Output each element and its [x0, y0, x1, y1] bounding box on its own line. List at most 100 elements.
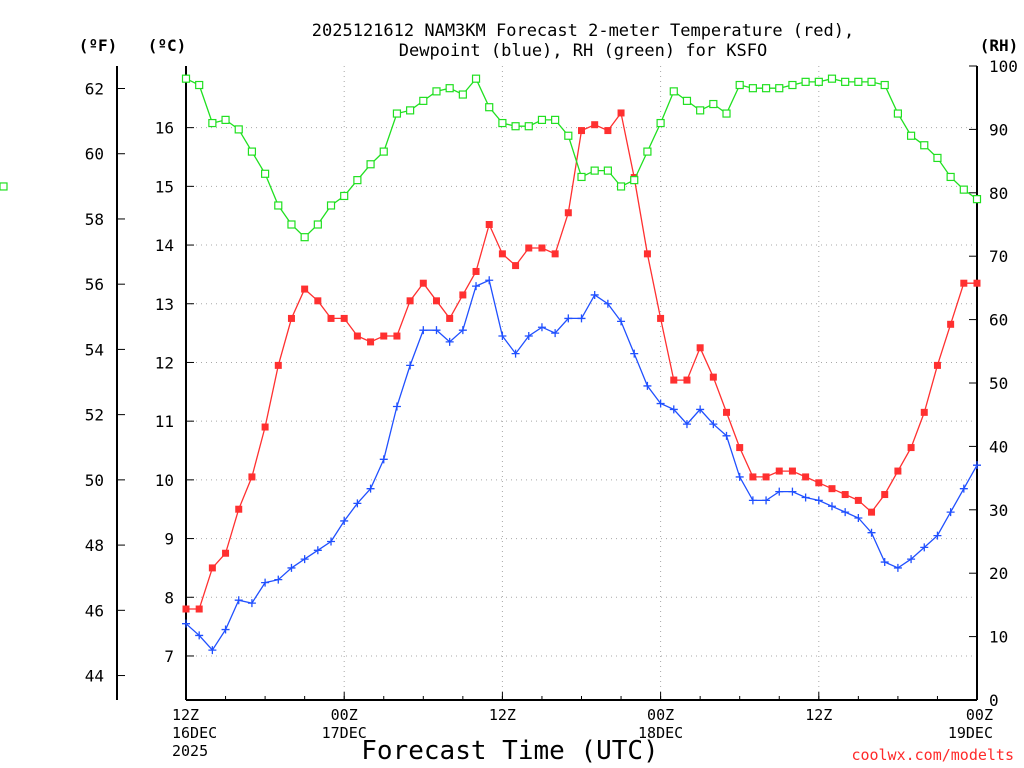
celsius-tick-label: 13 — [155, 295, 174, 314]
x-tick-label: 00Z — [966, 706, 993, 724]
2-meter-temperature-point — [419, 279, 427, 287]
fahrenheit-tick-label: 48 — [85, 536, 104, 555]
2-meter-temperature-point — [617, 109, 625, 117]
dewpoint-point — [234, 596, 243, 605]
rh-tick-label: 90 — [989, 120, 1008, 139]
dewpoint-point — [696, 405, 705, 414]
dewpoint-point — [221, 625, 230, 634]
2-meter-temperature-point — [274, 361, 282, 369]
2-meter-temperature-point — [907, 444, 915, 452]
relative-humidity-point — [959, 185, 968, 194]
dewpoint-point — [801, 493, 810, 502]
axes: 44 46 48 50 52 54 56 58 60 62 7 8 9 10 11 12 13 14 15 16 0 10… — [85, 57, 1018, 760]
relative-humidity-point — [893, 109, 903, 118]
dewpoint-point — [920, 543, 929, 552]
dewpoint-point — [419, 326, 428, 335]
relative-humidity-point — [406, 106, 415, 115]
dewpoint-point — [498, 332, 507, 341]
2-meter-temperature-point — [498, 250, 506, 258]
rh-tick-label: 10 — [989, 628, 1008, 647]
dewpoint-point — [590, 290, 599, 299]
relative-humidity-point — [656, 118, 665, 128]
2-meter-temperature-point — [182, 605, 190, 613]
relative-humidity-point — [761, 84, 771, 93]
dewpoint-point — [247, 599, 256, 608]
fahrenheit-tick-label: 44 — [85, 667, 104, 686]
relative-humidity-point — [709, 99, 718, 109]
relative-humidity-point — [208, 118, 217, 128]
2-meter-temperature-point — [446, 314, 454, 322]
2-meter-temperature-point — [762, 473, 770, 481]
2-meter-temperature-point — [643, 250, 651, 258]
relative-humidity-point — [643, 147, 652, 156]
rh-tick-label: 20 — [989, 564, 1008, 583]
2-meter-temperature-point — [525, 244, 533, 252]
relative-humidity-point — [353, 176, 362, 185]
dewpoint-point — [208, 646, 217, 655]
x-tick-label: 18DEC — [638, 724, 683, 742]
dewpoint-point — [300, 555, 309, 564]
relative-humidity-point — [340, 191, 349, 201]
x-tick-label: 00Z — [647, 706, 674, 724]
relative-humidity-point — [379, 147, 388, 156]
relative-humidity-point — [788, 80, 797, 90]
relative-humidity-point — [445, 84, 454, 93]
2-meter-temperature-line — [186, 111, 977, 610]
rh-tick-label: 0 — [989, 691, 999, 710]
x-tick-label: 17DEC — [322, 724, 367, 742]
2-meter-temperature-point — [287, 314, 295, 322]
relative-humidity-point — [221, 115, 230, 124]
relative-humidity-point — [630, 176, 639, 185]
rh-tick-label: 100 — [989, 57, 1018, 76]
celsius-unit-label: (ºC) — [148, 36, 187, 55]
dewpoint-point — [973, 461, 981, 470]
dewpoint-point — [340, 516, 349, 525]
dewpoint-point — [617, 317, 626, 326]
dewpoint-point — [933, 531, 942, 540]
2-meter-temperature-point — [591, 121, 599, 129]
2-meter-temperature-point — [235, 505, 243, 513]
celsius-tick-label: 16 — [155, 119, 174, 138]
chart-title-line-2: Dewpoint (blue), RH (green) for KSFO — [399, 41, 767, 61]
relative-humidity-point — [471, 74, 481, 83]
fahrenheit-unit-label: (ºF) — [79, 36, 118, 55]
relative-humidity-point — [696, 106, 705, 115]
2-meter-temperature-point — [933, 361, 941, 369]
dewpoint-point — [485, 276, 494, 285]
celsius-tick-label: 11 — [155, 412, 174, 431]
2-meter-temperature-point — [485, 221, 493, 228]
relative-humidity-point — [841, 77, 850, 86]
fahrenheit-tick-label: 56 — [85, 275, 104, 294]
relative-humidity-point — [564, 131, 573, 140]
2-meter-temperature-point — [920, 408, 928, 416]
relative-humidity-point — [946, 172, 955, 182]
dewpoint-point — [379, 455, 388, 464]
dewpoint-point — [313, 546, 322, 555]
2-meter-temperature-point — [736, 444, 744, 452]
relative-humidity-point — [524, 122, 533, 131]
relative-humidity-point — [854, 77, 863, 86]
relative-humidity-point — [458, 90, 467, 99]
dewpoint-point — [472, 282, 481, 291]
dewpoint-point — [353, 499, 362, 508]
dewpoint-point — [630, 349, 639, 358]
fahrenheit-tick-label: 46 — [85, 601, 104, 620]
2-meter-temperature-point — [459, 291, 467, 299]
2-meter-temperature-point — [657, 314, 665, 322]
2-meter-temperature-point — [696, 344, 704, 352]
relative-humidity-point — [313, 220, 322, 229]
x-tick-label: 16DEC — [172, 724, 217, 742]
rh-tick-label: 80 — [989, 184, 1008, 203]
fahrenheit-tick-label: 62 — [85, 80, 104, 99]
2-meter-temperature-point — [709, 373, 717, 381]
dewpoint-point — [762, 496, 771, 505]
celsius-tick-label: 15 — [155, 177, 174, 196]
2-meter-temperature-point — [775, 467, 783, 475]
dewpoint-point — [722, 431, 731, 440]
x-tick-label: 12Z — [489, 706, 516, 724]
relative-humidity-series — [0, 74, 982, 242]
2-meter-temperature-point — [854, 496, 862, 504]
2-meter-temperature-point — [749, 473, 757, 481]
dewpoint-point — [814, 496, 823, 505]
